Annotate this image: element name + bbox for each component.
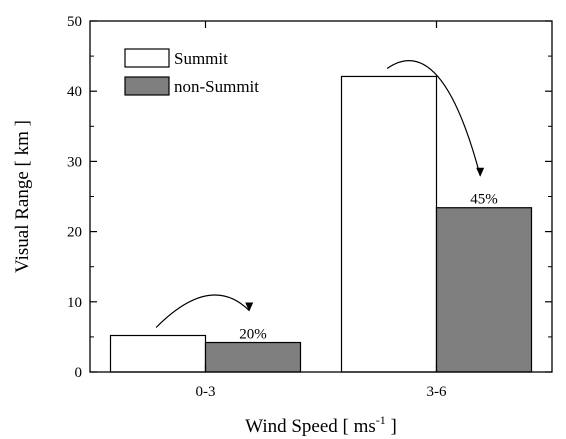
bars <box>109 75 533 373</box>
y-tick-label: 0 <box>75 365 83 381</box>
x-axis-label-main: Wind Speed [ ms <box>245 416 376 437</box>
x-tick-label: 0-3 <box>196 384 216 400</box>
y-tick-label: 10 <box>67 295 82 311</box>
legend-swatch <box>124 76 170 96</box>
annotation-arrows: 20% 45% <box>155 59 498 343</box>
y-tick-label: 50 <box>67 14 82 30</box>
annotation-label: 20% <box>239 327 267 343</box>
x-axis-label-close: ] <box>386 416 397 437</box>
annotation-arrow <box>155 294 250 328</box>
y-tick-label: 40 <box>67 84 82 100</box>
x-axis-label: Wind Speed [ ms-1 ] <box>245 413 397 437</box>
legend-label: Summit <box>174 49 228 68</box>
x-tick-label: 3-6 <box>427 384 447 400</box>
y-axis-label: Visual Range [ km ] <box>12 120 33 273</box>
x-axis-ticks: 0-3 3-6 <box>196 21 447 400</box>
plot-frame <box>89 20 553 373</box>
annotation-label: 45% <box>470 192 498 208</box>
y-tick-label: 20 <box>67 225 82 241</box>
annotation-arrow <box>386 59 481 176</box>
legend-swatch <box>124 48 170 68</box>
y-tick-label: 30 <box>67 154 82 170</box>
y-axis-ticks: 0 10 20 30 40 50 <box>67 14 552 381</box>
arrow-head <box>476 167 485 177</box>
bar-non-summit-3-6 <box>435 207 533 373</box>
bar-non-summit-0-3 <box>204 341 302 373</box>
arrow-head <box>245 302 254 312</box>
bar-summit-0-3 <box>109 334 207 373</box>
legend: Summit non-Summit <box>124 48 259 96</box>
legend-label: non-Summit <box>174 77 259 96</box>
x-axis-label-exponent: -1 <box>376 413 386 427</box>
bar-summit-3-6 <box>340 75 438 373</box>
